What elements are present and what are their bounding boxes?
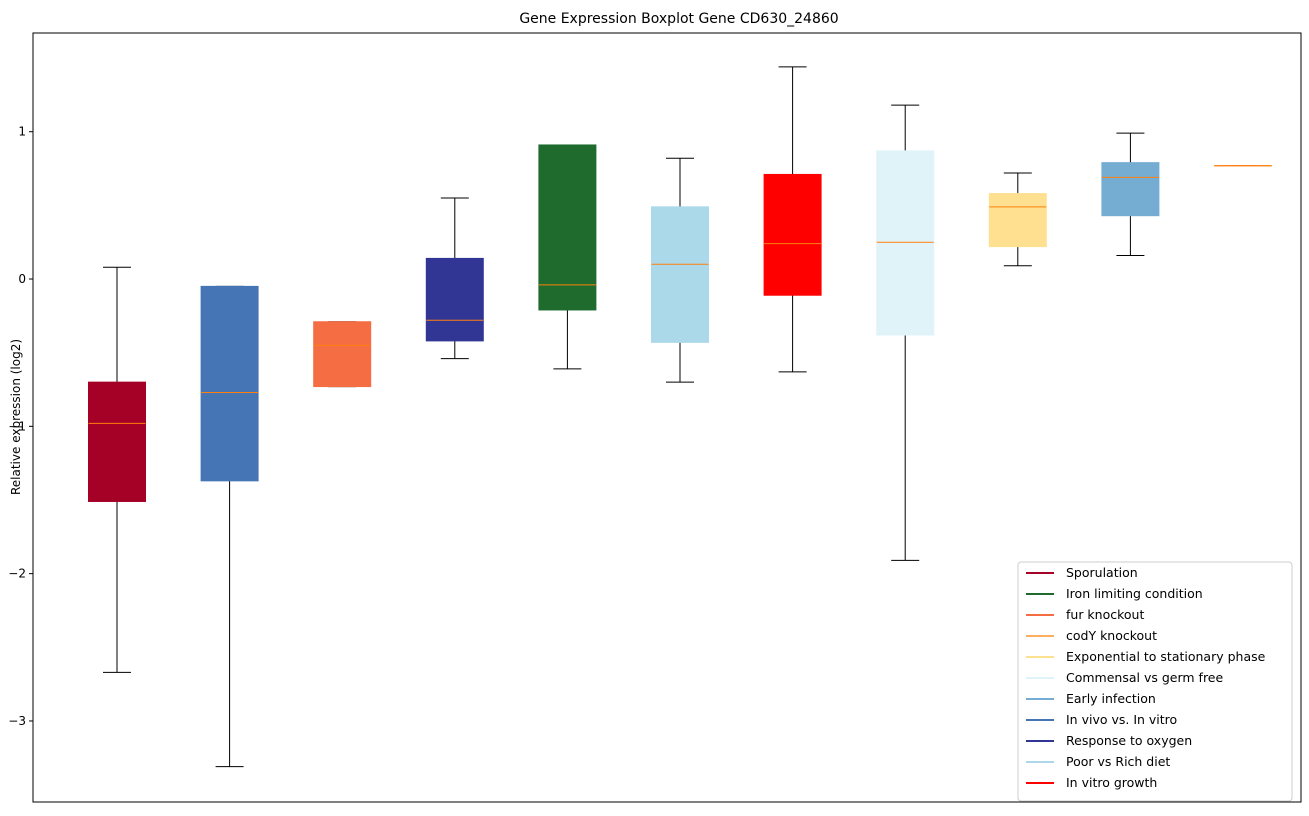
box-group xyxy=(200,285,259,768)
box-iqr xyxy=(876,150,935,336)
legend-label: Response to oxygen xyxy=(1066,733,1192,748)
box-group xyxy=(425,197,484,360)
box-iqr xyxy=(313,321,372,388)
legend-label: Commensal vs germ free xyxy=(1066,670,1223,685)
box-group xyxy=(1214,165,1272,167)
box-iqr xyxy=(651,206,709,343)
legend-label: Sporulation xyxy=(1066,565,1138,580)
y-tick-label: −1 xyxy=(8,419,26,433)
box-group xyxy=(876,104,935,561)
box-iqr xyxy=(88,381,146,502)
y-tick-label: 1 xyxy=(18,125,26,139)
plot-area-frame xyxy=(32,32,1302,803)
legend-label: Poor vs Rich diet xyxy=(1066,754,1170,769)
legend-label: In vitro growth xyxy=(1066,775,1157,790)
box-iqr xyxy=(200,285,259,482)
box-iqr xyxy=(988,193,1047,248)
boxes-layer xyxy=(88,66,1272,768)
chart-title: Gene Expression Boxplot Gene CD630_24860 xyxy=(519,11,838,27)
legend-label: Early infection xyxy=(1066,691,1156,706)
box-iqr xyxy=(763,173,822,296)
box-group xyxy=(651,157,709,383)
y-tick-label: 0 xyxy=(18,272,26,286)
y-axis-label: Relative expression (log2) xyxy=(9,339,23,495)
box-group xyxy=(1101,132,1160,256)
box-group xyxy=(313,321,372,388)
box-group xyxy=(763,66,822,373)
legend-label: Iron limiting condition xyxy=(1066,586,1203,601)
legend-label: codY knockout xyxy=(1066,628,1157,643)
y-tick-label: −3 xyxy=(8,714,26,728)
box-iqr xyxy=(1101,162,1160,217)
y-axis: 1 0 −1 −2 −3 xyxy=(8,125,33,728)
box-group xyxy=(538,144,597,370)
legend-label: fur knockout xyxy=(1066,607,1144,622)
legend-box xyxy=(1017,561,1293,802)
legend: Sporulation Iron limiting condition fur kn… xyxy=(1017,561,1293,802)
legend-label: Exponential to stationary phase xyxy=(1066,649,1266,664)
box-iqr xyxy=(538,144,597,311)
box-iqr xyxy=(425,257,484,342)
y-tick-label: −2 xyxy=(8,567,26,581)
box-group xyxy=(988,172,1047,267)
legend-label: In vivo vs. In vitro xyxy=(1066,712,1177,727)
box-group xyxy=(88,266,146,673)
